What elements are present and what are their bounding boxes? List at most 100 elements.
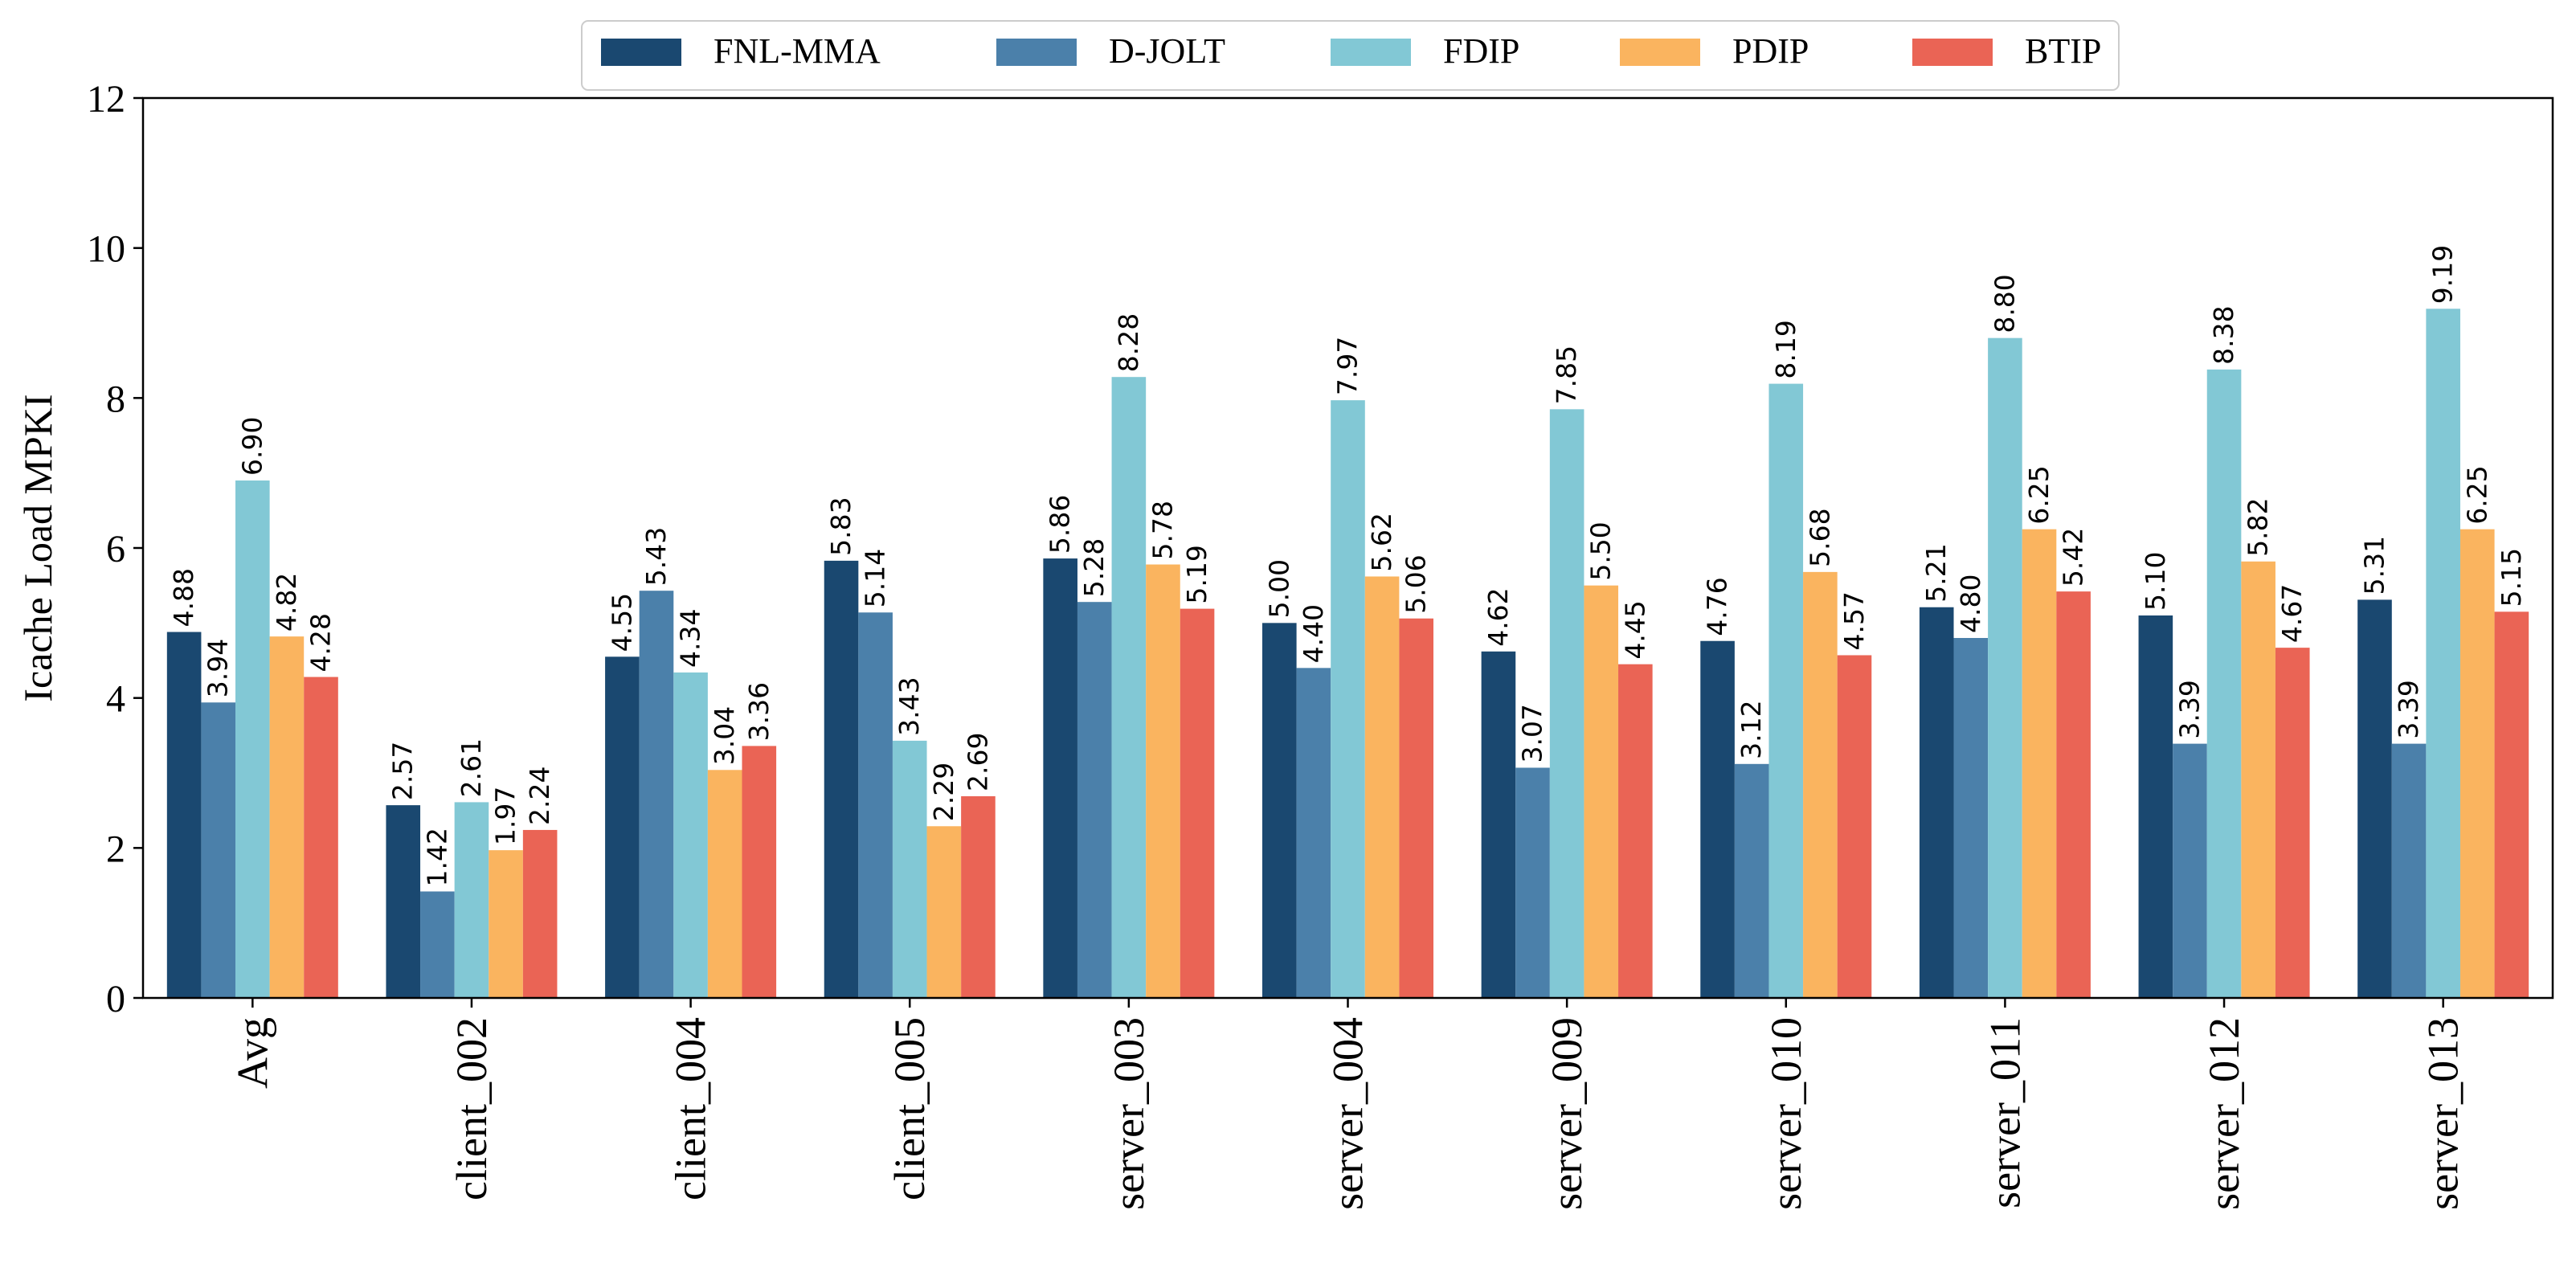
bar-fnl-mma-server-003 [1043, 558, 1077, 998]
bar-fdip-server-011 [1988, 337, 2022, 998]
data-label: 5.21 [1920, 543, 1952, 602]
data-label: 5.42 [2058, 528, 2089, 587]
bar-pdip-server-010 [1803, 571, 1838, 998]
bar-pdip-server-009 [1584, 585, 1619, 998]
data-labels-layer: 4.883.94 6.90 4.824.28 2.571.422.611.97 2.24… [168, 245, 2527, 887]
legend-label: BTIP [2025, 31, 2101, 71]
bar-fnl-mma-client-005 [824, 560, 859, 998]
data-label: 5.83 [825, 497, 857, 555]
y-tick-label: 12 [87, 78, 125, 121]
bar-btip-client-004 [742, 746, 777, 998]
data-label: 3.39 [2393, 680, 2424, 738]
bar-btip-server-010 [1837, 655, 1872, 998]
data-label: 5.62 [1366, 513, 1397, 571]
bar-fdip-server-009 [1549, 409, 1584, 999]
bar-fdip-server-010 [1768, 383, 1804, 999]
legend-swatch-btip [1912, 39, 1993, 66]
y-axis-label: Icache Load MPKI [15, 394, 60, 701]
bar-d-jolt-server-013 [2391, 743, 2427, 998]
y-tick-label: 4 [106, 678, 125, 721]
data-label: 3.07 [1517, 704, 1548, 763]
data-label: 3.39 [2173, 680, 2205, 738]
data-label: 4.82 [271, 573, 302, 632]
bar-fnl-mma-server-010 [1700, 640, 1735, 998]
bar-btip-client-005 [961, 795, 996, 998]
data-label: 1.97 [490, 787, 521, 845]
bar-fdip-server-004 [1331, 400, 1365, 998]
data-label: 4.28 [305, 613, 337, 672]
data-label: 6.90 [236, 417, 268, 476]
legend-swatch-fdip [1331, 39, 1411, 66]
x-tick-label: client_004 [667, 1017, 715, 1200]
data-label: 3.36 [743, 682, 775, 741]
bar-d-jolt-client-002 [420, 891, 455, 998]
bar-pdip-server-003 [1146, 564, 1180, 998]
bar-btip-avg [304, 677, 338, 998]
y-axis: 0 2 4 6 8 10 12 [87, 78, 143, 1020]
bar-pdip-server-012 [2241, 561, 2275, 998]
x-axis: Avg client_002 client_004 client_005 server_… [228, 998, 2468, 1210]
bar-btip-server-004 [1399, 618, 1433, 998]
data-label: 7.97 [1332, 337, 1364, 395]
bar-pdip-server-013 [2459, 529, 2495, 998]
bars-layer [166, 309, 2529, 999]
data-label: 8.28 [1113, 313, 1144, 372]
data-label: 5.43 [640, 527, 672, 586]
data-label: 4.88 [168, 568, 199, 627]
bar-fdip-client-002 [454, 802, 489, 998]
bar-fdip-server-013 [2426, 309, 2460, 998]
data-label: 5.15 [2496, 548, 2527, 607]
bar-btip-server-003 [1180, 608, 1215, 998]
data-label: 4.55 [606, 593, 637, 652]
data-label: 5.06 [1400, 554, 1432, 613]
x-tick-label: Avg [228, 1017, 276, 1089]
bar-fnl-mma-client-002 [386, 805, 421, 998]
bar-d-jolt-avg [201, 702, 236, 998]
bar-fnl-mma-server-013 [2357, 599, 2392, 998]
bar-d-jolt-server-009 [1515, 767, 1550, 998]
bar-fnl-mma-server-011 [1919, 607, 1954, 998]
data-label: 4.67 [2276, 584, 2308, 643]
data-label: 5.10 [2140, 552, 2171, 611]
x-tick-label: client_002 [448, 1017, 496, 1200]
data-label: 3.12 [1736, 700, 1767, 758]
legend-swatch-d-jolt [996, 39, 1077, 66]
bar-pdip-avg [269, 636, 305, 998]
data-label: 5.68 [1804, 508, 1835, 566]
data-label: 5.31 [2358, 536, 2390, 595]
data-label: 4.45 [1619, 600, 1650, 659]
bar-pdip-server-004 [1364, 576, 1400, 998]
data-label: 4.34 [675, 608, 706, 667]
legend-label: D-JOLT [1109, 31, 1225, 71]
data-label: 5.50 [1585, 521, 1617, 580]
data-label: 3.04 [709, 706, 740, 765]
y-tick-label: 10 [87, 228, 125, 271]
x-tick-label: server_004 [1324, 1017, 1372, 1210]
bar-fdip-client-005 [892, 740, 927, 998]
x-tick-label: server_003 [1105, 1017, 1153, 1210]
data-label: 4.80 [1955, 574, 1986, 633]
x-tick-label: server_011 [1981, 1017, 2029, 1208]
bar-btip-server-011 [2056, 591, 2091, 998]
bar-d-jolt-server-004 [1296, 668, 1331, 998]
data-label: 2.69 [962, 732, 993, 791]
legend-label: FDIP [1443, 31, 1519, 71]
y-tick-label: 6 [106, 528, 125, 570]
legend: FNL-MMA D-JOLT FDIP PDIP BTIP [581, 20, 2120, 91]
x-tick-label: server_009 [1543, 1017, 1591, 1210]
data-label: 8.19 [1770, 320, 1801, 378]
y-tick-label: 0 [106, 978, 125, 1020]
bar-fdip-server-003 [1111, 377, 1147, 998]
data-label: 2.29 [928, 763, 959, 821]
legend-swatch-pdip [1620, 39, 1700, 66]
bar-d-jolt-server-010 [1734, 763, 1769, 998]
x-tick-label: server_010 [1762, 1017, 1810, 1210]
legend-label: PDIP [1732, 31, 1809, 71]
data-label: 5.14 [860, 549, 891, 607]
x-tick-label: client_005 [885, 1017, 934, 1200]
legend-label: FNL-MMA [714, 31, 881, 71]
data-label: 9.19 [2427, 245, 2459, 304]
data-label: 5.00 [1263, 559, 1294, 618]
bar-fnl-mma-server-004 [1262, 623, 1297, 998]
